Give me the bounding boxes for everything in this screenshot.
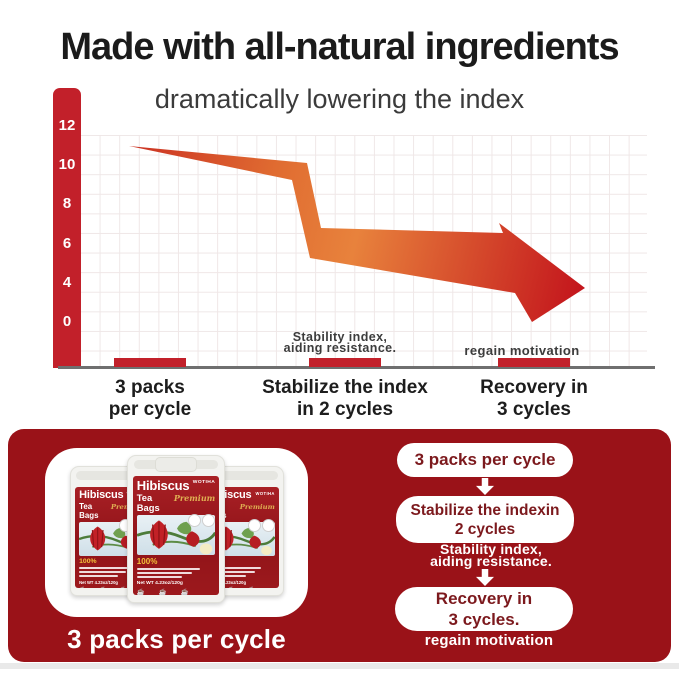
cup-icon: ☕ ☕ ☕	[79, 587, 146, 588]
pouch-title: Hibiscus	[136, 478, 190, 493]
badge-circle	[188, 514, 202, 528]
badge-circle	[247, 519, 261, 533]
bullet-line	[79, 570, 126, 573]
bullet-line	[136, 576, 183, 579]
bullet-line	[79, 566, 133, 569]
bullet-line	[207, 574, 247, 577]
pouch-subtitle: Tea Bags	[136, 492, 160, 513]
pouch-title: Hibiscus	[79, 489, 124, 501]
category-tick-bar	[309, 358, 381, 367]
pouch-title: Hibiscus	[207, 489, 252, 501]
y-axis-tick-label: 4	[62, 273, 72, 291]
pouch-subtitle: Tea Bags	[79, 501, 99, 520]
y-axis-tick-label: 10	[58, 156, 76, 174]
bullet-line	[136, 572, 192, 575]
y-axis-tick-label: 6	[62, 234, 72, 252]
chart-annotation: regain motivation	[464, 343, 580, 358]
brand-logo: WOTIHA	[255, 491, 275, 496]
y-axis-bar: 12 10 8 6 4 0	[53, 88, 81, 368]
flow-step-pill: Stabilize the indexin 2 cycles	[396, 496, 574, 543]
x-axis-line	[58, 366, 655, 369]
bullet-line	[207, 570, 255, 573]
pouch-zipper	[75, 471, 150, 480]
net-weight-label: Net WT 4.23oz/120g	[136, 581, 183, 587]
product-caption: 3 packs per cycle	[67, 624, 286, 654]
bullet-line	[79, 574, 118, 577]
flow-note: regain motivation	[424, 632, 554, 649]
flow-note: Stability index, aiding resistance.	[430, 541, 552, 569]
category-tick-bar	[114, 358, 186, 367]
panel-shadow-strip	[0, 663, 679, 669]
badge-circle	[261, 519, 275, 533]
hibiscus-photo	[136, 520, 216, 554]
badge-circle	[202, 514, 216, 528]
y-axis-tick-label: 0	[62, 313, 72, 330]
percent-label: 100%	[79, 557, 97, 565]
pouch-photo	[136, 514, 216, 556]
cup-icon: ☕ ☕ ☕	[136, 589, 195, 595]
pouch-zipper	[204, 471, 278, 480]
brand-logo: WOTIHA	[192, 480, 216, 485]
main-heading: Made with all-natural ingredients	[60, 26, 619, 68]
bullet-line	[207, 566, 262, 569]
pouch-zipper-tab	[154, 457, 198, 472]
y-axis-tick-label: 8	[62, 195, 72, 213]
chart-title: dramatically lowering the index	[154, 84, 525, 114]
bullet-line	[136, 568, 200, 571]
flow-step-pill: 3 packs per cycle	[397, 443, 573, 477]
flow-step-pill: Recovery in 3 cycles.	[395, 587, 573, 631]
cup-icon: ☕ ☕ ☕	[207, 587, 275, 588]
pouch-subtitle-row: Tea Bags Premium	[137, 493, 215, 513]
category-label: Recovery in 3 cycles	[480, 377, 588, 420]
y-axis-tick-label: 12	[58, 117, 76, 134]
category-label: 3 packs per cycle	[108, 377, 192, 420]
chart-annotation: Stability index, aiding resistance.	[283, 330, 397, 355]
net-weight-label: Net WT 4.23oz/120g	[79, 579, 118, 585]
category-tick-bar	[498, 358, 570, 367]
category-label: Stabilize the index in 2 cycles	[262, 377, 428, 420]
net-weight-label: Net WT 4.23oz/120g	[207, 579, 246, 585]
tea-pouch-front: Hibiscus WOTIHA Tea Bags Premium 100% Net WT …	[127, 455, 225, 603]
percent-label: 100%	[136, 557, 158, 567]
premium-script: Premium	[239, 502, 275, 511]
premium-script: Premium	[173, 492, 216, 503]
